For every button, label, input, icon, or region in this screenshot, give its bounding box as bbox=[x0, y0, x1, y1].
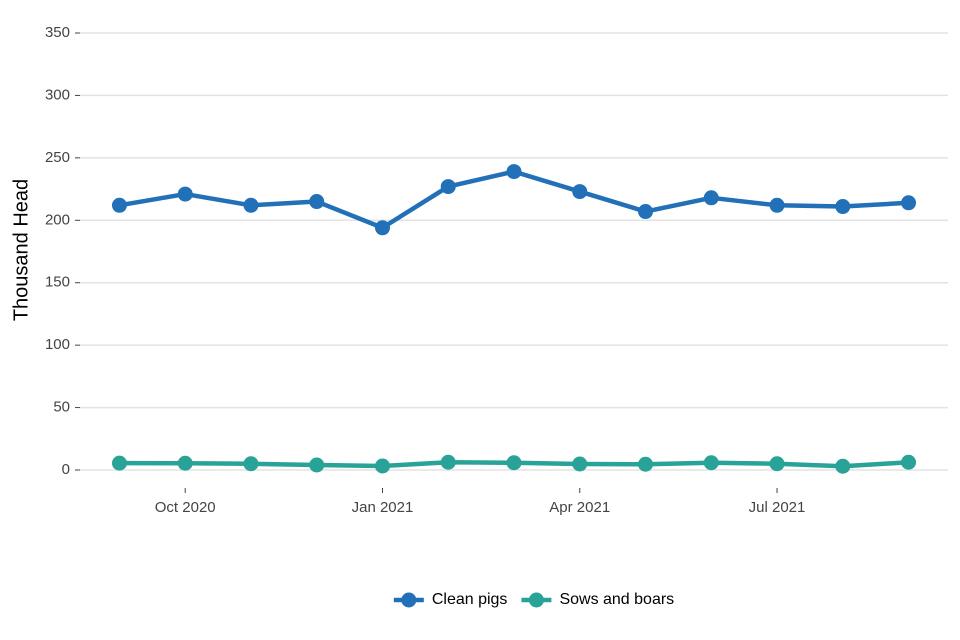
x-tick-label: Apr 2021 bbox=[549, 499, 610, 516]
legend-key-dot bbox=[528, 592, 544, 608]
series-line bbox=[119, 169, 909, 231]
y-tick-label: 150 bbox=[45, 274, 70, 291]
data-point bbox=[572, 184, 588, 200]
x-tick-label: Jan 2021 bbox=[352, 499, 414, 516]
data-point bbox=[243, 197, 259, 213]
data-point bbox=[703, 190, 719, 206]
data-point bbox=[374, 220, 390, 236]
y-tick-label: 50 bbox=[53, 399, 70, 416]
data-point bbox=[440, 179, 456, 195]
data-point bbox=[769, 456, 785, 472]
data-point bbox=[111, 197, 127, 213]
data-point bbox=[901, 195, 917, 211]
y-tick-label: 200 bbox=[45, 211, 70, 228]
y-axis-label: Thousand Head bbox=[10, 179, 32, 321]
data-point bbox=[506, 455, 522, 471]
y-tick-label: 350 bbox=[45, 24, 70, 41]
data-point bbox=[243, 456, 259, 472]
x-tick-label: Oct 2020 bbox=[155, 499, 216, 516]
legend-label: Clean pigs bbox=[432, 591, 508, 608]
data-point bbox=[638, 456, 654, 472]
data-point bbox=[572, 456, 588, 472]
data-point bbox=[638, 204, 654, 220]
y-tick-label: 250 bbox=[45, 149, 70, 166]
data-point bbox=[111, 455, 127, 471]
data-point bbox=[506, 164, 522, 180]
data-point bbox=[769, 197, 785, 213]
data-point bbox=[177, 186, 193, 202]
data-point bbox=[440, 454, 456, 470]
y-tick-label: 300 bbox=[45, 86, 70, 103]
data-point bbox=[177, 455, 193, 471]
data-point bbox=[374, 458, 390, 474]
data-point bbox=[835, 458, 851, 474]
legend-label: Sows and boars bbox=[559, 591, 674, 608]
x-tick-label: Jul 2021 bbox=[749, 499, 806, 516]
legend-key-dot bbox=[401, 592, 417, 608]
data-point bbox=[703, 455, 719, 471]
data-point bbox=[901, 454, 917, 470]
y-tick-label: 0 bbox=[62, 461, 70, 478]
y-tick-label: 100 bbox=[45, 336, 70, 353]
data-point bbox=[309, 194, 325, 210]
data-point bbox=[835, 199, 851, 215]
data-point bbox=[309, 457, 325, 473]
